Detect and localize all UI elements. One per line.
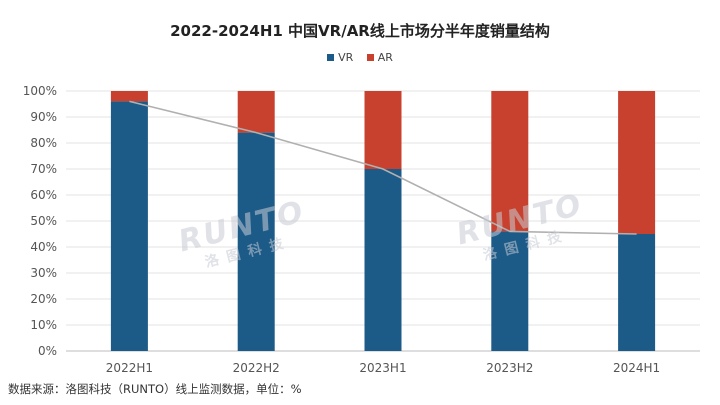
bar-vr-2024H1	[618, 234, 656, 351]
bar-ar-2023H2	[491, 91, 529, 232]
legend-label-vr: VR	[338, 51, 354, 64]
y-tick-label: 90%	[30, 110, 57, 124]
bar-vr-2023H1	[364, 169, 402, 351]
bar-vr-2023H2	[491, 231, 529, 351]
bar-ar-2022H2	[237, 91, 275, 133]
chart-legend: VR AR	[0, 51, 720, 64]
x-tick-label: 2024H1	[613, 361, 660, 375]
y-tick-label: 100%	[23, 84, 57, 98]
trend-line-layer	[129, 100, 637, 235]
legend-swatch-ar	[366, 54, 374, 61]
bar-vr-2022H1	[110, 101, 148, 352]
bar-ar-2022H1	[110, 91, 148, 102]
bar-ar-2024H1	[618, 91, 656, 234]
bar-vr-2022H2	[237, 132, 275, 351]
bar-ar-2023H1	[364, 91, 402, 169]
source-note: 数据来源：洛图科技（RUNTO）线上监测数据，单位：%	[8, 382, 302, 396]
y-tick-label: 0%	[38, 344, 57, 358]
vr-trend-line	[129, 100, 637, 235]
y-tick-label: 30%	[30, 266, 57, 280]
y-tick-label: 10%	[30, 318, 57, 332]
x-tick-label: 2022H1	[106, 361, 153, 375]
chart-title: 2022-2024H1 中国VR/AR线上市场分半年度销量结构	[170, 22, 550, 40]
y-tick-label: 40%	[30, 240, 57, 254]
x-tick-label: 2022H2	[233, 361, 280, 375]
y-tick-label: 50%	[30, 214, 57, 228]
x-tick-label: 2023H2	[486, 361, 533, 375]
y-tick-label: 20%	[30, 292, 57, 306]
legend-item-vr: VR	[327, 51, 353, 64]
legend-swatch-vr	[327, 54, 335, 61]
legend-item-ar: AR	[366, 51, 393, 64]
bar-layer	[110, 91, 656, 352]
legend-label-ar: AR	[377, 51, 393, 64]
x-tick-label: 2023H1	[359, 361, 406, 375]
tick-label-layer: 0% 10% 20% 30% 40% 50% 60% 70% 80% 90% 100% 2022H1 2…	[23, 84, 661, 375]
y-tick-label: 80%	[30, 136, 57, 150]
y-tick-label: 60%	[30, 188, 57, 202]
y-tick-label: 70%	[30, 162, 57, 176]
